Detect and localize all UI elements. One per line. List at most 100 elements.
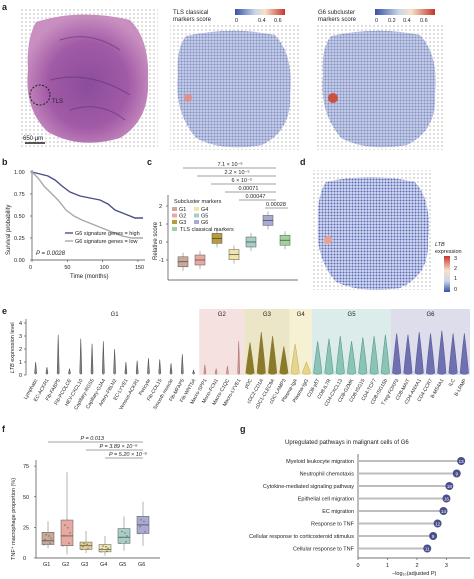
f-point: [87, 547, 89, 550]
c-legend-item: G3: [179, 220, 186, 226]
c-legend-swatch: [194, 220, 199, 224]
g-lollipop-count: 13: [459, 459, 465, 464]
c-legend-item: G4: [201, 207, 208, 213]
e-violin-cDC1-CLEC9A: [268, 335, 278, 375]
panel-c-relative-score-chart: Relative score -1 0 1 2 7.1 × 10⁻⁶2.2 × 10⁻…: [153, 161, 298, 281]
f-point: [62, 544, 64, 547]
e-group-bg-G2: [199, 309, 245, 375]
c-legend-title: Subcluster markers: [174, 199, 222, 205]
c-legend-item: G6: [201, 220, 208, 226]
f-pval: P = 5.20 × 10⁻⁵: [109, 451, 148, 458]
e-group-label-G1: G1: [111, 312, 120, 318]
g-pathway-label: Neutrophil chemotaxis: [300, 472, 355, 478]
b-series-low: [31, 171, 143, 239]
f-ytick-label: 25: [23, 525, 29, 531]
e-violin-Smooth muscle: [169, 363, 173, 375]
g6-colorbar-tick-3: 0.6: [420, 18, 428, 24]
b-pvalue: P = 0.0028: [36, 251, 66, 257]
e-violin-pDC: [245, 342, 255, 375]
f-point: [81, 548, 83, 551]
g-lollipop-count: 12: [435, 522, 441, 527]
e-violin-Lymphatic: [34, 361, 37, 375]
g-lollipop-dot: [457, 457, 466, 465]
f-xtick-label: G2: [62, 562, 69, 568]
g-lollipop-count: 11: [425, 547, 430, 552]
e-ytick-label: 1: [19, 360, 22, 366]
f-point: [139, 525, 141, 528]
panel-label-d: d: [300, 157, 306, 167]
g-lollipop-dot: [429, 532, 438, 540]
panel-b-survival-chart: Survival probability Time (months) 0.00 0…: [6, 170, 145, 280]
g-pathway-label: Myeloid leukocyte migration: [286, 459, 354, 465]
c-legend-swatch: [172, 207, 177, 211]
f-point: [63, 534, 65, 537]
e-xtick-label: pDC: [244, 378, 254, 390]
b-xtick-label: 50: [64, 265, 70, 271]
g-lollipop-dot: [442, 494, 451, 503]
c-pval: 0.00071: [239, 186, 259, 192]
panel-label-e: e: [2, 306, 8, 316]
d-cbar-tick-1: 1: [454, 276, 457, 282]
c-legend-swatch: [172, 213, 177, 218]
b-ytick-label: 0.75: [14, 192, 25, 198]
e-ytick-label: 4: [19, 321, 22, 327]
f-point: [67, 526, 69, 529]
d-tissue: [317, 177, 429, 290]
f-ytick-label: 50: [23, 495, 29, 501]
panel-a-figure: TLS 650 µm TLS classical markers score 0…: [20, 8, 445, 150]
g-pathway-label: EC migration: [322, 509, 354, 515]
panel-label-f: f: [2, 424, 5, 434]
e-violin-Venous-ACKR1: [135, 360, 139, 375]
g-lollipop-dot: [423, 544, 432, 553]
e-violin-HEV-CXCL10: [79, 338, 83, 375]
e-violin-Fib-MFAP5: [181, 354, 184, 375]
b-legend-low: G6 signature genes = low: [75, 239, 138, 245]
f-ytick-label: 0: [23, 556, 26, 562]
f-xtick-label: G3: [81, 562, 88, 568]
e-violin-CD4-TCF7: [369, 335, 379, 375]
b-legend-high: G6 signature genes = high: [75, 231, 140, 237]
f-point: [88, 544, 90, 547]
e-violin-CD8-GZMK: [347, 341, 357, 375]
f-point: [100, 551, 102, 553]
f-point: [48, 535, 50, 537]
c-pval: 0.00028: [266, 202, 286, 208]
f-point: [120, 536, 122, 539]
e-violin-Fib-PCOLCE: [68, 368, 71, 375]
f-point: [106, 550, 108, 552]
f-xtick-label: G4: [100, 562, 107, 568]
e-violin-Macro-C1QC: [226, 365, 229, 375]
e-violin-B-MS4A1: [437, 330, 447, 375]
g-pathway-label: Cellular response to TNF: [293, 547, 355, 553]
f-point: [50, 537, 52, 540]
g-lollipop-dot: [439, 507, 448, 515]
f-point: [43, 543, 45, 546]
d-cbar-tick-2: 2: [454, 266, 457, 272]
e-violin-CD4-CCR7: [425, 333, 436, 375]
f-xtick-label: G6: [138, 562, 145, 568]
tls-colorbar-tick-1: 0.4: [258, 18, 266, 24]
panel-d-ltb-map: LTB expression 3 2 1 0: [312, 170, 462, 293]
b-ytick-label: 0.25: [14, 236, 25, 242]
c-ytick-label: 1: [159, 222, 162, 228]
g6-colorbar-tick-1: 0.2: [388, 18, 396, 24]
g6-colorbar-tick-2: 0.4: [403, 18, 411, 24]
d-colorbar-title-line1: LTB: [435, 242, 445, 248]
e-violin-cDC-LAMP3: [279, 346, 289, 375]
f-point: [121, 530, 123, 533]
f-point: [44, 538, 46, 541]
g-title: Upregulated pathways in malignant cells …: [285, 440, 409, 446]
g-pathway-label: Response to TNF: [311, 522, 355, 528]
e-violin-ILC: [448, 333, 458, 375]
b-ytick-label: 0.00: [14, 258, 25, 264]
f-pval: P = 0.013: [81, 436, 105, 442]
g6-map-colorbar: [375, 9, 435, 15]
e-ylabel: LTB expression level: [10, 322, 16, 373]
f-point: [126, 535, 128, 537]
e-violin-CD8-ISG15b: [380, 334, 390, 375]
e-ytick-label: 0: [19, 373, 22, 379]
f-point: [102, 545, 104, 547]
tls-map-tissue: [177, 30, 291, 148]
tls-label: TLS: [52, 99, 63, 105]
